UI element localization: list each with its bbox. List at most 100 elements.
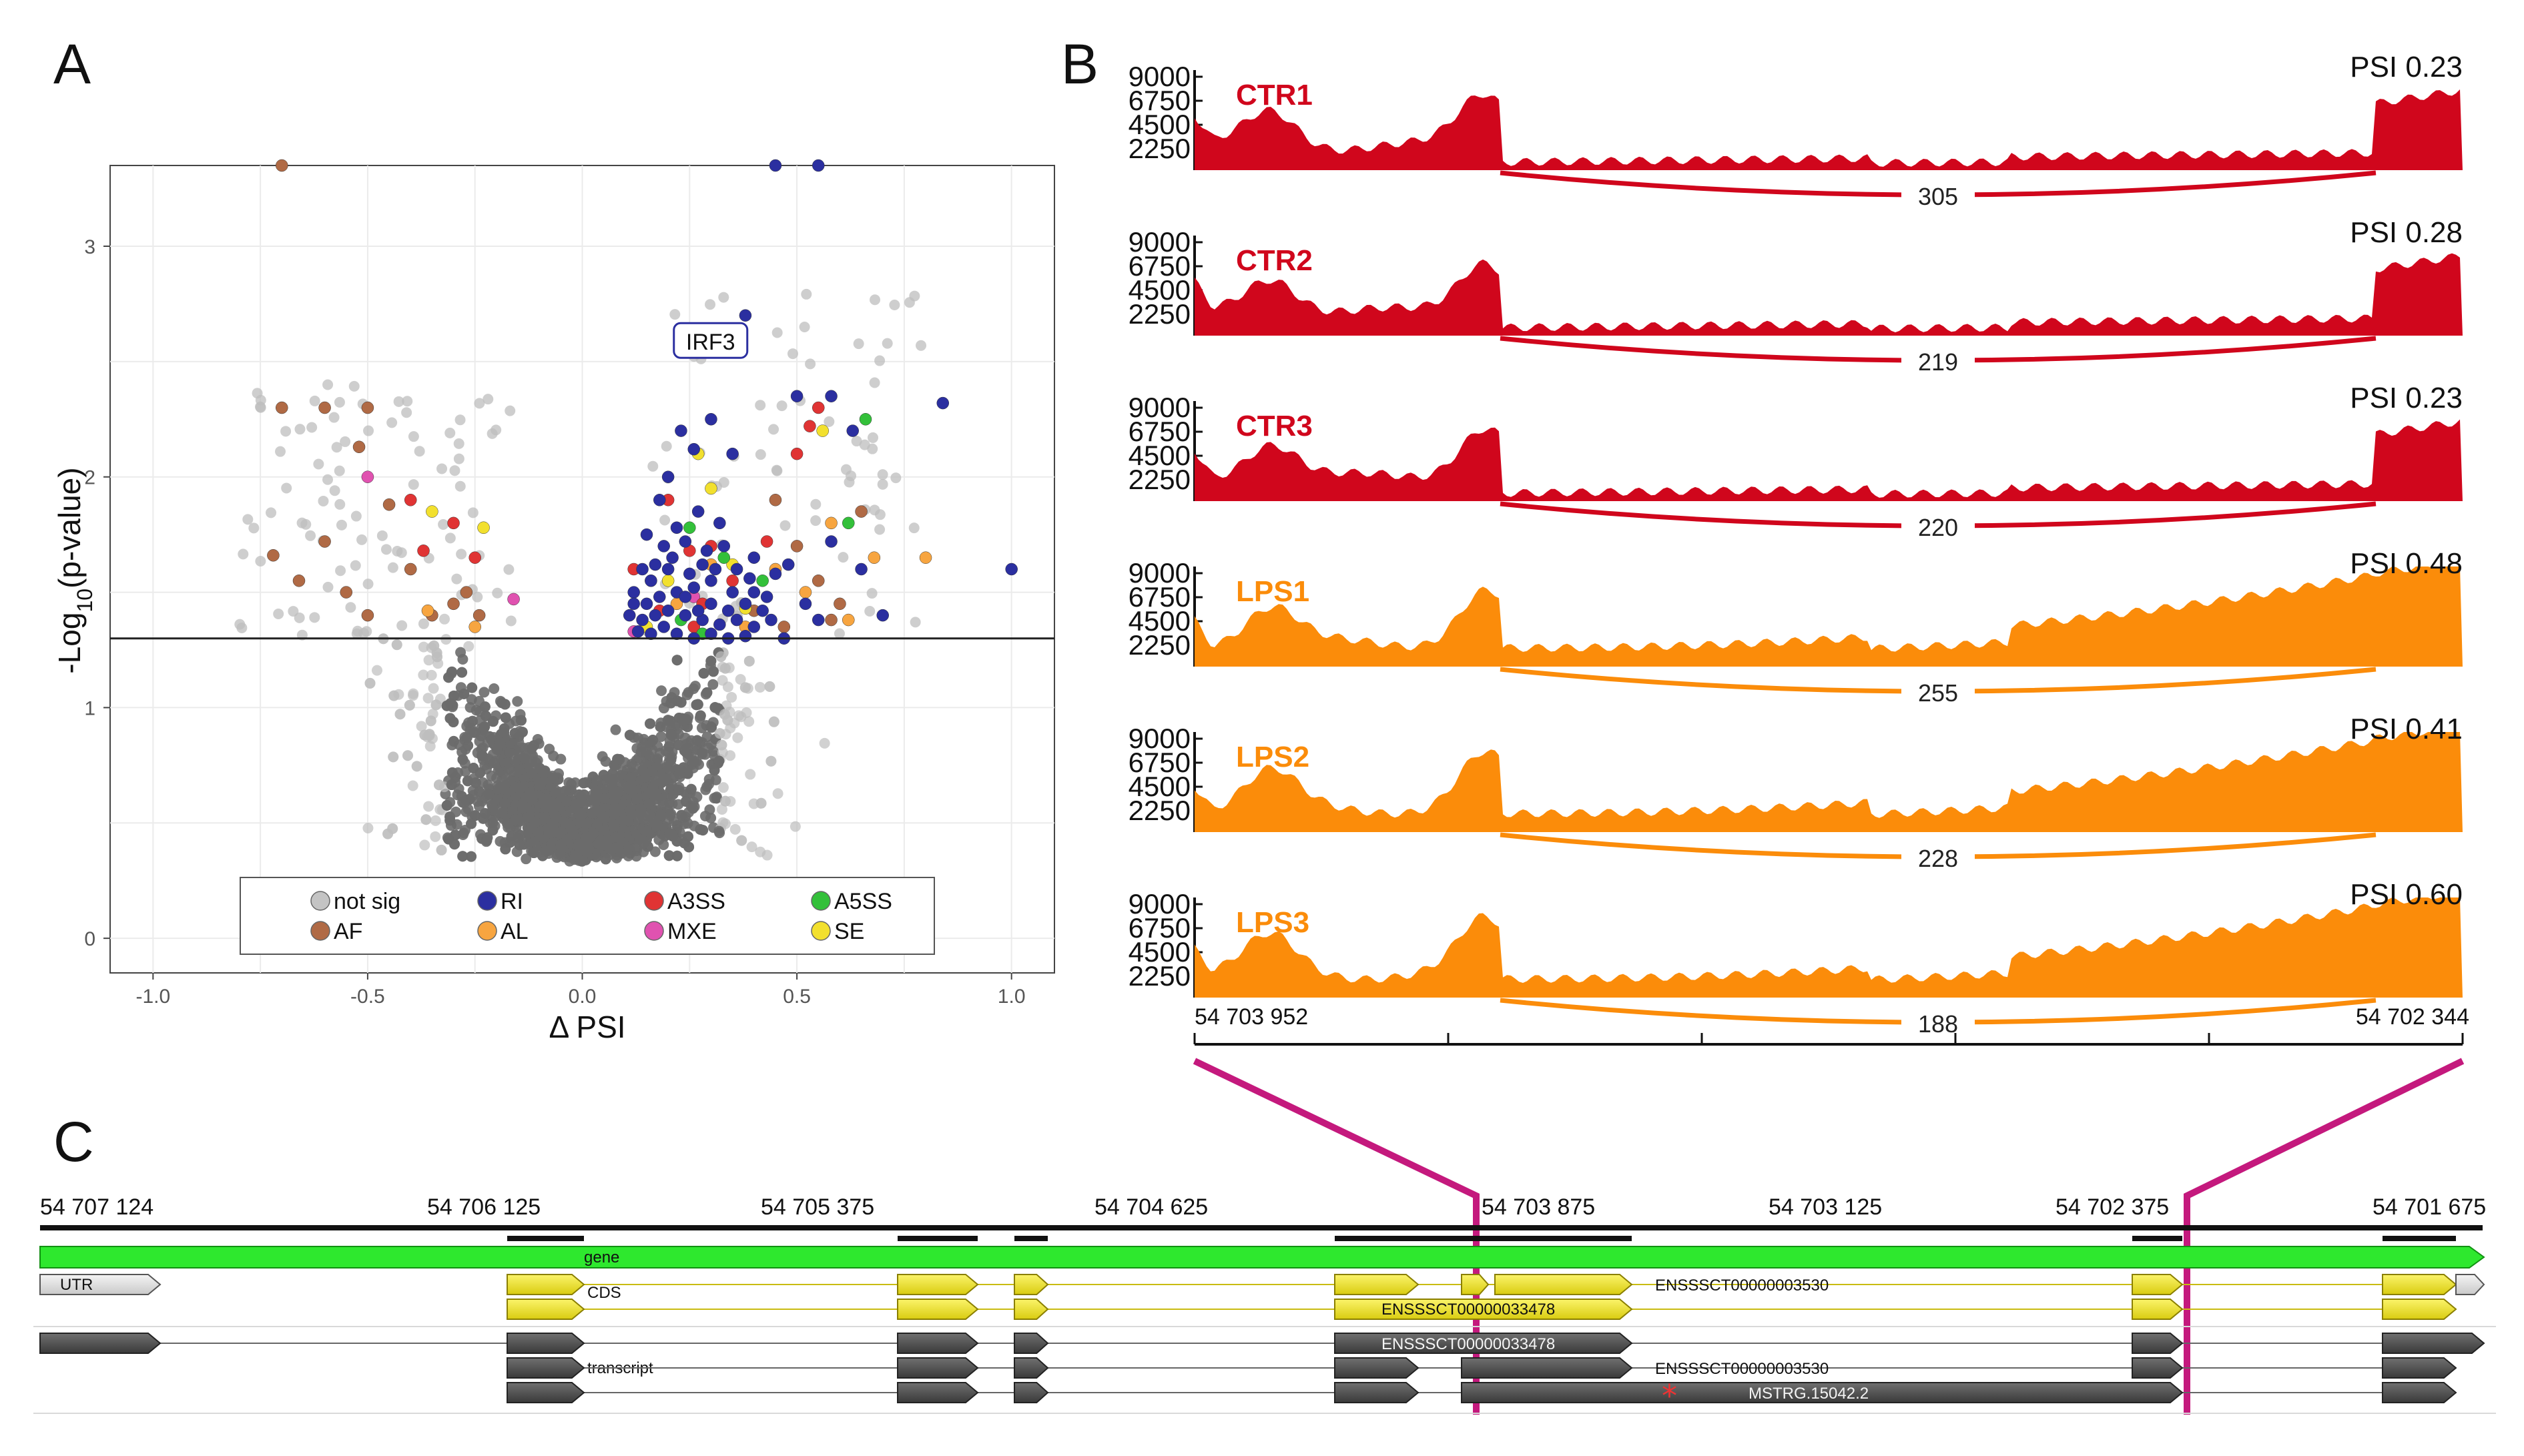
cds-exon (1494, 1274, 1633, 1295)
not-sig-point (779, 520, 791, 531)
not-sig-point (579, 789, 590, 800)
point-ri (670, 627, 683, 641)
point-ri (781, 558, 795, 571)
point-ri (645, 627, 657, 641)
point-a3ss (417, 544, 430, 557)
point-ri (653, 591, 666, 603)
coverage-tick-label: 4500 (1129, 771, 1191, 802)
point-ri (657, 540, 670, 553)
point-a3ss (760, 535, 773, 548)
point-ri (627, 586, 640, 599)
not-sig-point (483, 394, 494, 405)
not-sig-point (675, 697, 687, 708)
point-ri (825, 535, 838, 548)
legend-swatch (310, 891, 330, 911)
not-sig-point (510, 814, 521, 825)
not-sig-point (356, 534, 368, 545)
point-af (855, 505, 868, 518)
not-sig-point (487, 825, 499, 836)
not-sig-point (719, 663, 731, 674)
transcript-exon (2382, 1357, 2457, 1379)
point-ri (679, 535, 692, 548)
not-sig-point (645, 718, 656, 729)
not-sig-point (329, 485, 340, 496)
not-sig-point (453, 438, 464, 449)
not-sig-point (328, 412, 340, 423)
not-sig-point (709, 765, 720, 776)
not-sig-point (716, 739, 727, 751)
not-sig-point (683, 831, 694, 842)
y-tick-label: 0 (84, 928, 95, 950)
point-af (825, 613, 838, 627)
not-sig-point (418, 669, 429, 681)
not-sig-point (309, 395, 320, 406)
not-sig-point (664, 828, 675, 839)
not-sig-point (890, 472, 902, 484)
not-sig-point (869, 504, 880, 516)
point-al (919, 551, 932, 564)
not-sig-point (703, 773, 715, 785)
utr-exon (39, 1274, 162, 1295)
not-sig-point (745, 769, 756, 780)
point-ri (726, 447, 739, 460)
not-sig-point (743, 716, 755, 727)
transcript-exon (1014, 1333, 1049, 1354)
not-sig-point (468, 763, 479, 774)
not-sig-point (467, 507, 479, 518)
junction-count: 188 (1918, 1010, 1958, 1038)
point-ri (721, 604, 735, 617)
not-sig-point (539, 812, 551, 823)
junction-label-bg (1901, 182, 1975, 210)
not-sig-point (555, 753, 567, 765)
point-ri (661, 470, 675, 483)
not-sig-point (560, 817, 571, 829)
genome-coord: 54 701 675 (2373, 1194, 2486, 1220)
not-sig-point (394, 709, 406, 720)
not-sig-point (463, 641, 475, 652)
point-ri (631, 625, 645, 638)
x-tick-label: 0.5 (783, 986, 811, 1008)
not-sig-point (599, 825, 610, 836)
point-ri (696, 558, 709, 571)
legend-label: A5SS (834, 889, 892, 914)
point-af (276, 401, 288, 414)
not-sig-point (466, 818, 477, 829)
point-al (842, 613, 855, 627)
coverage-tick-label: 6750 (1129, 581, 1191, 613)
not-sig-point (874, 524, 886, 535)
not-sig-point (587, 827, 599, 839)
not-sig-point (874, 355, 886, 366)
not-sig-point (787, 348, 798, 360)
not-sig-point (671, 850, 683, 861)
not-sig-point (480, 710, 491, 721)
cds-exon (897, 1299, 979, 1320)
point-mxe (361, 470, 374, 483)
not-sig-point (419, 839, 430, 851)
genome-coord: 54 707 124 (40, 1194, 153, 1220)
transcript-exon (1461, 1382, 2184, 1403)
not-sig-point (482, 832, 493, 843)
coverage-tick-label: 2250 (1129, 795, 1191, 826)
not-sig-point (882, 338, 893, 349)
point-af (352, 440, 366, 454)
not-sig-point (334, 396, 345, 408)
not-sig-point (491, 424, 502, 436)
sashimi-start-coord: 54 703 952 (1195, 1004, 1308, 1030)
irf3-label-box (673, 322, 749, 359)
point-ri (739, 630, 752, 643)
not-sig-point (479, 687, 490, 698)
not-sig-point (647, 781, 659, 793)
not-sig-point (633, 753, 644, 764)
not-sig-point (492, 587, 503, 599)
coverage-tick-label: 9000 (1129, 61, 1191, 92)
not-sig-point (681, 713, 692, 725)
coverage-tick-label: 4500 (1129, 440, 1191, 471)
not-sig-point (719, 709, 730, 720)
cds-exon (2132, 1299, 2184, 1320)
not-sig-point (768, 716, 779, 727)
not-sig-point (479, 808, 491, 819)
not-sig-point (454, 414, 466, 426)
tx2-label: ENSSSCT00000033478 (1381, 1301, 1555, 1319)
utr-exon (2455, 1274, 2485, 1295)
